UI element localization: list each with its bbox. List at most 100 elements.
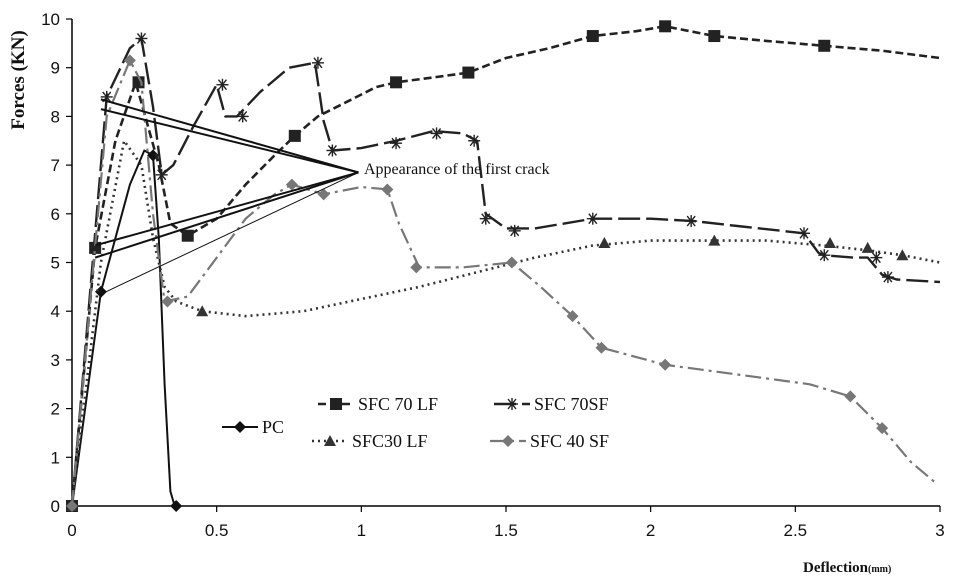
x-axis-label: Deflection(mm) [803,560,891,576]
series-point [896,249,909,261]
x-tick-label: 0 [67,521,76,540]
series-point [196,305,209,317]
x-tick-label: 0.5 [205,521,229,540]
series-point [824,237,837,249]
series-point [66,500,78,512]
y-tick-label: 7 [51,156,60,175]
legend-item: SFC 40 SF [490,431,609,451]
crack-pointer-line [100,98,359,174]
series-group [66,20,941,512]
series-point [881,271,894,284]
series-line [70,25,941,507]
legend-label: PC [262,417,284,437]
x-tick-label: 1 [357,521,366,540]
series-point [390,137,403,150]
legend-swatch-marker [330,398,342,410]
legend-swatch-marker [234,421,246,433]
first-crack-annotation: Appearance of the first crack [364,161,550,178]
crack-pointer-line [94,171,359,247]
series-2 [66,32,941,512]
series-point [468,134,481,147]
y-tick-label: 4 [51,302,60,321]
series-point [586,212,599,225]
series-line [70,139,941,507]
y-tick-label: 6 [51,205,60,224]
x-tick-label: 1.5 [494,521,518,540]
legend-label: SFC 70SF [534,394,609,414]
series-point [685,215,698,228]
series-point [844,390,857,403]
x-tick-label: 2.5 [784,521,808,540]
series-point [659,20,672,33]
series-0 [66,149,183,512]
series-point [161,295,174,308]
series-point [410,261,423,274]
y-tick-label: 2 [51,400,60,419]
legend-item: SFC 70SF [494,394,609,414]
series-4 [66,54,935,512]
series-point [861,241,874,253]
y-tick-label: 3 [51,351,60,370]
y-tick-label: 1 [51,448,60,467]
legend: SFC 70 LF SFC 70SF PC SFC30 LF SFC 40 SF [222,394,609,451]
legend-swatch-marker [506,398,518,410]
series-point [566,310,579,323]
series-line [70,37,941,507]
crack-pointer-group [94,98,359,295]
y-tick-label: 9 [51,59,60,78]
y-tick-label: 5 [51,254,60,273]
series-line [70,59,935,507]
series-point [288,129,301,142]
series-point [390,76,403,89]
series-point [326,144,339,157]
y-tick-label: 10 [41,10,60,29]
legend-item: SFC30 LF [312,431,428,451]
legend-swatch-marker [502,435,514,447]
crack-pointer-line [100,108,359,174]
series-point [216,78,229,91]
series-point [123,54,136,67]
y-tick-label: 8 [51,107,60,126]
series-point [311,56,324,69]
legend-item: PC [222,417,284,437]
series-1 [66,20,941,512]
legend-swatch-marker [324,435,336,446]
x-tick-label: 3 [935,521,944,540]
tick-group: 0 1 2 3 4 5 6 7 8 9 10 0 0.5 1 1.5 2 2.5 3 [41,10,945,540]
legend-item: SFC 70 LF [318,394,438,414]
series-point [170,500,183,512]
series-point [708,30,721,43]
series-point [381,183,394,196]
x-axis-label-text: Deflection [803,560,869,576]
series-3 [66,139,941,511]
series-point [798,227,811,240]
legend-label: SFC 40 SF [530,431,609,451]
series-point [818,249,831,262]
series-point [505,256,518,269]
x-axis-unit: (mm) [868,564,891,575]
series-point [508,224,521,237]
series-point [876,422,889,435]
series-point [659,358,672,371]
crack-pointer-line [94,171,359,259]
series-point [586,30,599,43]
series-point [285,178,298,191]
series-point [462,66,475,79]
series-point [181,229,194,242]
series-point [598,237,611,249]
series-point [236,110,249,123]
series-point [708,234,721,246]
y-axis-label: Forces (KN) [8,30,29,129]
series-point [135,32,148,45]
y-tick-label: 0 [51,497,60,516]
series-point [870,251,883,264]
x-tick-label: 2 [646,521,655,540]
crack-pointer-line [100,171,359,295]
series-point [94,285,107,298]
series-point [430,127,443,140]
series-point [317,188,330,201]
series-point [479,212,492,225]
series-point [155,168,168,181]
legend-label: SFC 70 LF [358,394,438,414]
